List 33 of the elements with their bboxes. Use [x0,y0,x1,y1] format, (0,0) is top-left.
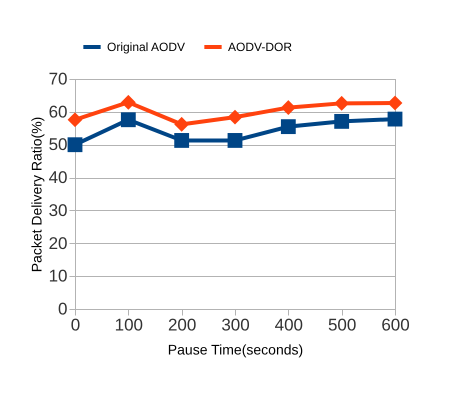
y-tick-label: 70 [48,70,68,88]
x-tick-label: 400 [274,316,304,334]
point [280,119,296,134]
y-tick-label: 40 [48,168,68,188]
y-tick-label: 30 [48,200,68,220]
point [174,133,190,148]
legend-label: AODV-DOR [228,40,292,54]
point [120,112,136,128]
x-tick-label: 0 [70,316,80,334]
point [228,110,242,125]
y-axis-title: Packet Delivery Ratio(%) [28,116,45,272]
point [334,114,350,129]
x-tick-label: 300 [221,316,250,334]
point [388,96,402,110]
y-tick-label: 20 [48,234,68,253]
point [228,133,242,148]
point [120,94,136,110]
point [334,96,350,111]
legend-label: Original AODV [107,40,186,54]
x-axis-title: Pause Time(seconds) [168,342,304,358]
point [388,112,402,126]
y-tick-label: 10 [48,266,68,286]
y-tick-label: 0 [58,300,68,318]
x-tick-label: 500 [328,316,356,334]
point [68,137,82,152]
point [174,116,190,132]
point [68,112,82,128]
y-tick-label: 50 [48,135,68,154]
point [280,100,296,115]
x-tick-label: 100 [114,316,144,334]
y-tick-label: 60 [48,102,68,122]
x-tick-label: 200 [168,316,196,334]
x-tick-label: 600 [381,316,410,334]
